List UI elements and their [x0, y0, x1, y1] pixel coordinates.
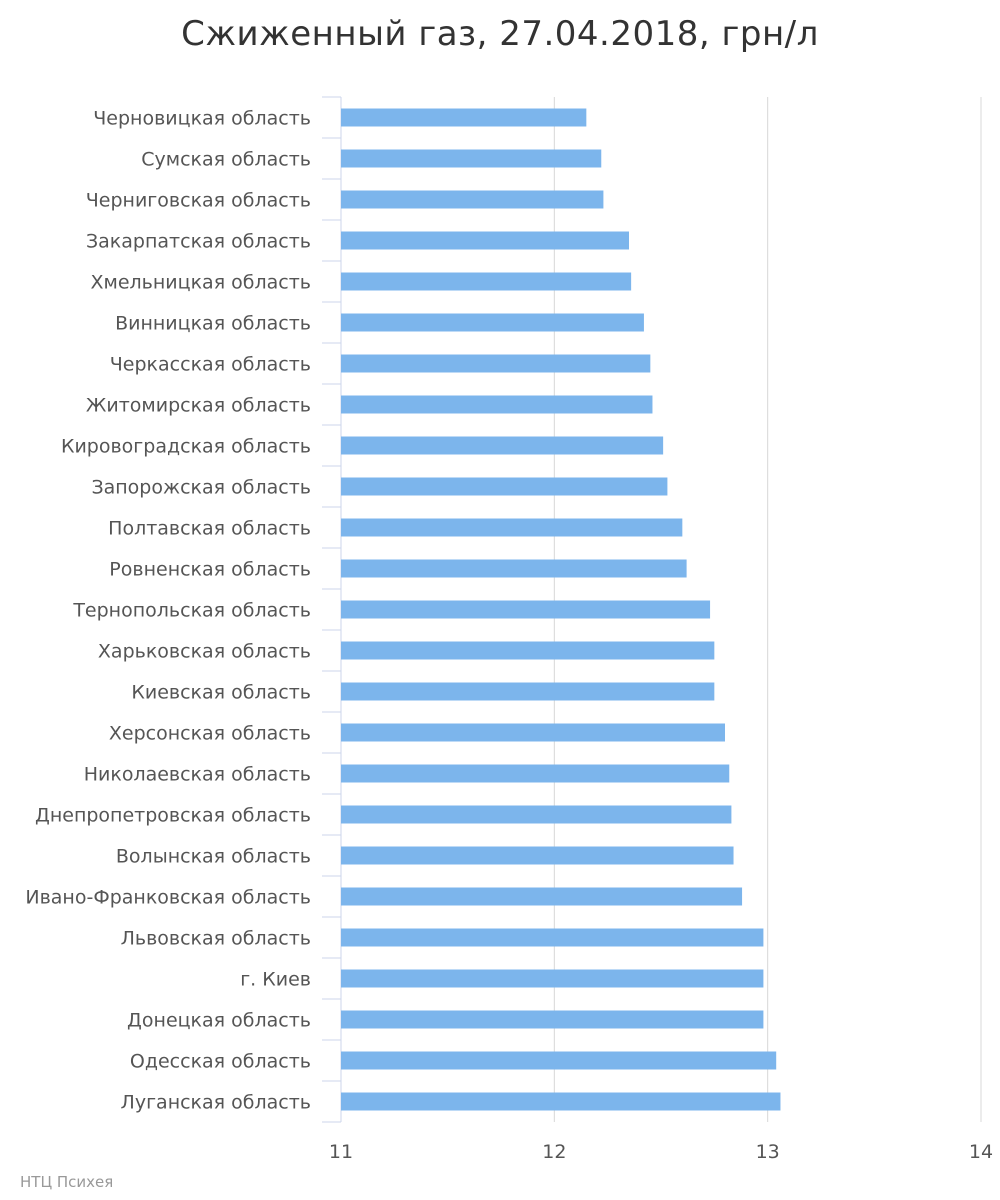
category-label: Полтавская область	[108, 518, 311, 540]
category-label: Сумская область	[141, 149, 311, 171]
chart-title: Сжиженный газ, 27.04.2018, грн/л	[181, 14, 819, 54]
bar	[341, 1010, 764, 1029]
bar	[341, 969, 764, 988]
category-label: Харьковская область	[98, 641, 311, 663]
bar	[341, 436, 664, 455]
category-label: Киевская область	[131, 682, 311, 704]
category-label: Житомирская область	[86, 395, 311, 417]
bar	[341, 1051, 777, 1070]
category-label: Винницкая область	[115, 313, 311, 335]
category-label: Донецкая область	[127, 1010, 311, 1032]
bar	[341, 518, 683, 537]
category-label: Черниговская область	[86, 190, 311, 212]
bar	[341, 928, 764, 947]
bar	[341, 354, 651, 373]
bar	[341, 477, 668, 496]
bar	[341, 764, 730, 783]
category-axis	[322, 96, 342, 1123]
bar	[341, 723, 725, 742]
bar	[341, 887, 743, 906]
bar	[341, 231, 629, 250]
category-label: Запорожская область	[91, 477, 311, 499]
bar	[341, 395, 653, 414]
bar	[341, 272, 632, 291]
x-tick-label: 11	[329, 1141, 353, 1163]
category-label: Черкасская область	[110, 354, 311, 376]
category-label: Черновицкая область	[93, 108, 311, 130]
credit-text: НТЦ Психея	[20, 1173, 114, 1191]
category-label: Ровненская область	[109, 559, 311, 581]
category-label: Закарпатская область	[86, 231, 311, 253]
category-label: Хмельницкая область	[90, 272, 311, 294]
bar	[341, 641, 715, 660]
bar	[341, 805, 732, 824]
bar	[341, 682, 715, 701]
category-label: Одесская область	[130, 1051, 311, 1073]
bar	[341, 108, 587, 127]
x-axis-tick-labels: 11 12 13 14	[329, 1141, 993, 1163]
category-label: Херсонская область	[109, 723, 311, 745]
x-tick-label: 12	[542, 1141, 566, 1163]
category-label: Волынская область	[116, 846, 311, 868]
category-label: Тернопольская область	[72, 600, 311, 622]
category-labels: Черновицкая область Сумская область Черниг…	[25, 108, 311, 1114]
x-tick-label: 13	[756, 1141, 780, 1163]
category-label: Ивано-Франковская область	[25, 887, 311, 909]
category-label: Луганская область	[121, 1092, 311, 1114]
bar	[341, 1092, 781, 1111]
x-tick-label: 14	[969, 1141, 993, 1163]
bar	[341, 600, 711, 619]
bar	[341, 149, 602, 168]
bar	[341, 190, 604, 209]
category-label: Львовская область	[121, 928, 311, 950]
bar	[341, 559, 687, 578]
category-label: Николаевская область	[84, 764, 311, 786]
bars	[341, 108, 781, 1111]
category-label: Днепропетровская область	[35, 805, 311, 827]
bar	[341, 846, 734, 865]
bar	[341, 313, 644, 332]
category-label: г. Киев	[240, 969, 311, 991]
category-label: Кировоградская область	[61, 436, 311, 458]
